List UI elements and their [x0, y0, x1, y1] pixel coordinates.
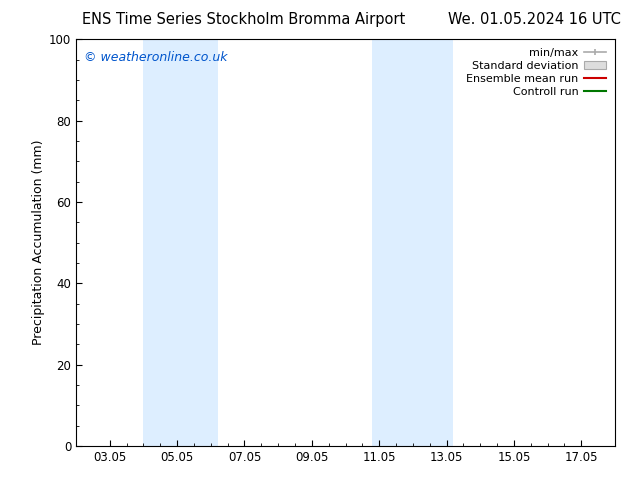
- Bar: [143, 39, 217, 446]
- Text: © weatheronline.co.uk: © weatheronline.co.uk: [84, 51, 228, 64]
- Bar: [373, 39, 453, 446]
- Legend: min/max, Standard deviation, Ensemble mean run, Controll run: min/max, Standard deviation, Ensemble me…: [463, 45, 609, 100]
- Y-axis label: Precipitation Accumulation (mm): Precipitation Accumulation (mm): [32, 140, 45, 345]
- Text: We. 01.05.2024 16 UTC: We. 01.05.2024 16 UTC: [448, 12, 621, 27]
- Text: ENS Time Series Stockholm Bromma Airport: ENS Time Series Stockholm Bromma Airport: [82, 12, 406, 27]
